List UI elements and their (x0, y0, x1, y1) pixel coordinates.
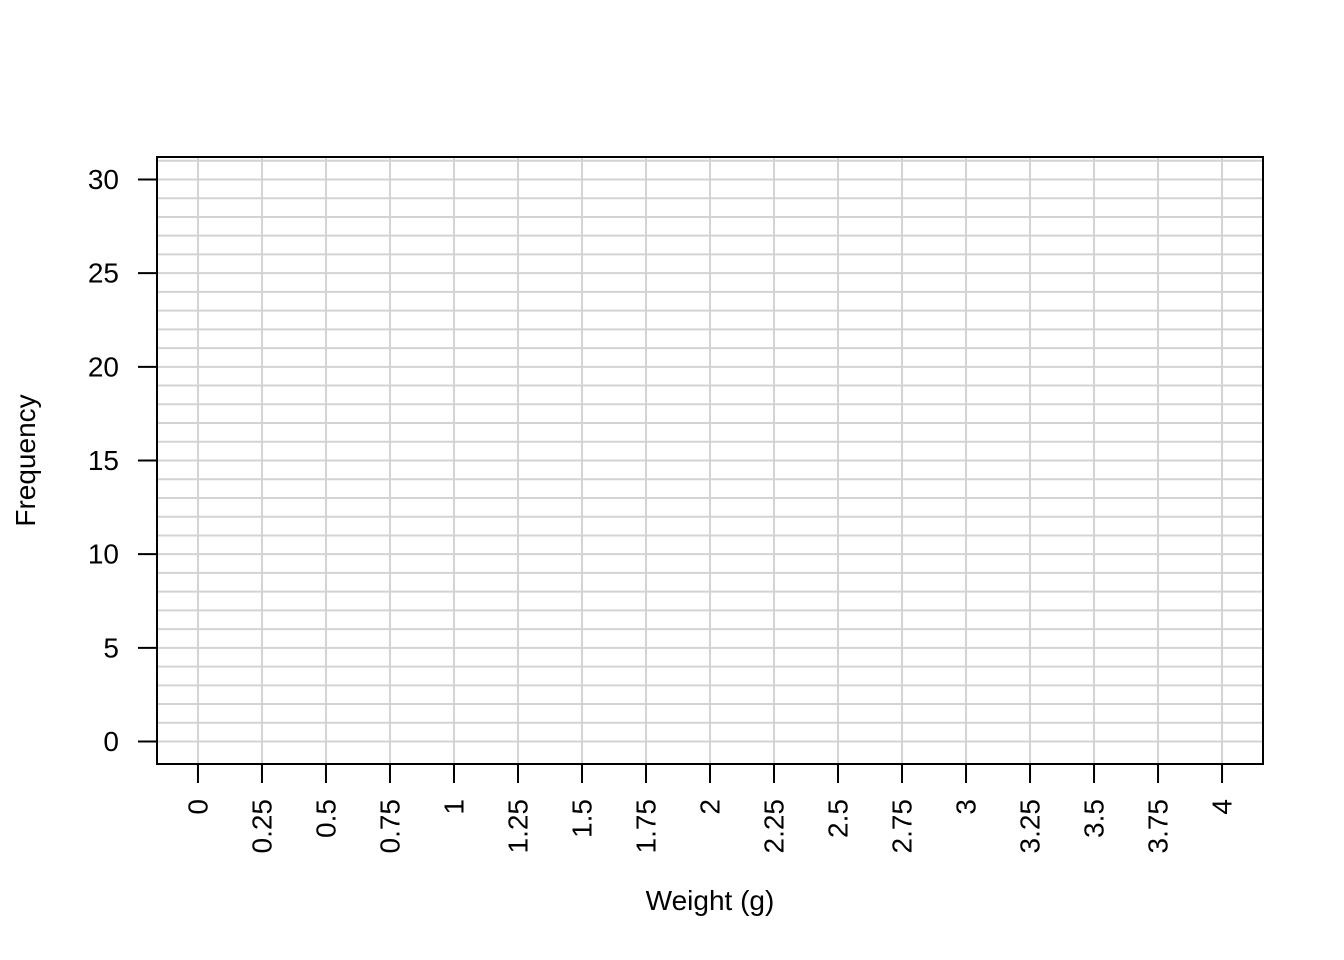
x-tick-label: 3 (951, 799, 982, 815)
y-tick-label: 10 (88, 539, 119, 570)
y-axis: 0 5 10 15 20 25 30 (88, 164, 157, 757)
x-tick-label: 4 (1207, 799, 1238, 815)
grid-lines (157, 157, 1263, 764)
y-tick-label: 25 (88, 258, 119, 289)
x-tick-label: 2.25 (759, 799, 790, 854)
x-axis: 0 0.25 0.5 0.75 1 1.25 1.5 1.75 2 2.25 2.5 2.75 3 3.2… (182, 764, 1238, 854)
x-tick-label: 0.25 (246, 799, 277, 854)
x-axis-label: Weight (g) (646, 885, 775, 916)
y-tick-label: 0 (103, 726, 119, 757)
y-tick-label: 5 (103, 632, 119, 663)
y-tick-label: 15 (88, 445, 119, 476)
x-tick-label: 2.75 (887, 799, 918, 854)
y-tick-label: 20 (88, 351, 119, 382)
x-tick-label: 2 (695, 799, 726, 815)
x-tick-label: 3.25 (1015, 799, 1046, 854)
y-tick-label: 30 (88, 164, 119, 195)
x-tick-label: 2.5 (823, 799, 854, 838)
x-tick-label: 0 (182, 799, 213, 815)
x-tick-label: 1.5 (566, 799, 597, 838)
y-axis-label: Frequency (10, 394, 41, 526)
x-tick-label: 0.5 (310, 799, 341, 838)
x-tick-label: 1.25 (502, 799, 533, 854)
x-tick-label: 0.75 (374, 799, 405, 854)
x-tick-label: 3.5 (1079, 799, 1110, 838)
x-tick-label: 3.75 (1143, 799, 1174, 854)
x-tick-label: 1 (438, 799, 469, 815)
x-tick-label: 1.75 (630, 799, 661, 854)
